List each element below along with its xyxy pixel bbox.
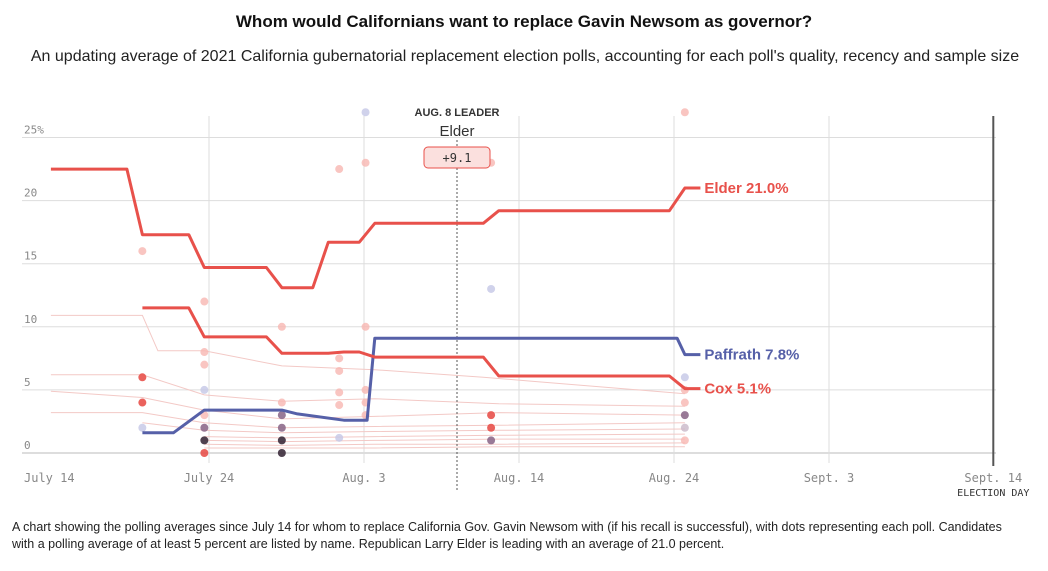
candidate-label-paffrath: Paffrath 7.8% bbox=[704, 347, 799, 364]
leader-marker: AUG. 8 LEADER Elder +9.1 bbox=[415, 107, 500, 492]
poll-dot bbox=[335, 433, 344, 442]
leader-margin-value: +9.1 bbox=[443, 151, 472, 165]
x-tick-label: Sept. 14 bbox=[964, 471, 1022, 485]
y-tick-label: 25% bbox=[24, 124, 44, 137]
x-tick-label: Sept. 3 bbox=[804, 471, 855, 485]
minor-candidate-line bbox=[204, 442, 685, 446]
chart-subtitle: An updating average of 2021 California g… bbox=[30, 48, 1020, 65]
poll-dot bbox=[200, 297, 209, 306]
poll-dot bbox=[680, 373, 689, 382]
poll-dot bbox=[138, 398, 147, 407]
poll-dot bbox=[680, 411, 689, 420]
chart-caption: A chart showing the polling averages sin… bbox=[12, 520, 1002, 551]
poll-dot bbox=[361, 322, 370, 331]
minor-candidate-line bbox=[204, 433, 685, 439]
y-tick-label: 5 bbox=[24, 376, 31, 389]
poll-dot bbox=[487, 411, 496, 420]
leader-margin-box bbox=[423, 146, 491, 169]
poll-dot bbox=[361, 108, 370, 117]
poll-dot bbox=[680, 436, 689, 445]
y-tick-label: 15 bbox=[24, 250, 37, 263]
grid bbox=[22, 116, 996, 466]
poll-dot bbox=[200, 348, 209, 357]
candidate-label-cox: Cox 5.1% bbox=[704, 381, 771, 398]
candidate-line-cox bbox=[142, 306, 701, 391]
poll-dot bbox=[200, 436, 209, 445]
poll-dot bbox=[277, 449, 286, 457]
poll-dot bbox=[335, 354, 344, 363]
candidate-label-elder: Elder 21.0% bbox=[704, 180, 788, 197]
x-tick-label: Aug. 3 bbox=[342, 471, 385, 485]
candidate-line-elder bbox=[50, 167, 701, 290]
minor-candidate-line bbox=[50, 314, 685, 395]
minor-candidate-line bbox=[142, 422, 685, 434]
poll-dot bbox=[277, 322, 286, 331]
poll-dot bbox=[680, 398, 689, 407]
poll-dot bbox=[361, 385, 370, 394]
x-tick-label: Aug. 24 bbox=[649, 471, 700, 485]
x-tick-label: Aug. 14 bbox=[494, 471, 545, 485]
election-day-label: ELECTION DAY bbox=[957, 488, 1029, 499]
x-tick-label: July 24 bbox=[184, 471, 235, 485]
poll-dot bbox=[138, 423, 147, 432]
poll-dot bbox=[277, 423, 286, 432]
y-tick-label: 10 bbox=[24, 313, 37, 326]
poll-dot bbox=[335, 401, 344, 410]
leader-marker-name: Elder bbox=[439, 123, 474, 140]
chart-title: Whom would Californians want to replace … bbox=[235, 12, 813, 31]
poll-dot bbox=[487, 284, 496, 293]
poll-dot bbox=[335, 366, 344, 375]
poll-dot bbox=[361, 158, 370, 167]
poll-dot bbox=[200, 423, 209, 432]
poll-dot bbox=[680, 423, 689, 432]
polling-chart: AUG. 8 LEADER Elder +9.1 Elder 21.0% Paffra… bbox=[22, 107, 1029, 500]
poll-dot bbox=[200, 360, 209, 369]
poll-dot bbox=[335, 165, 344, 174]
poll-dot bbox=[200, 449, 209, 457]
minor-candidate-line bbox=[204, 438, 685, 443]
poll-dots bbox=[138, 108, 689, 457]
poll-dot bbox=[680, 108, 689, 117]
poll-dot bbox=[335, 388, 344, 397]
candidate-line-paffrath bbox=[142, 336, 701, 435]
poll-dot bbox=[487, 423, 496, 432]
poll-dot bbox=[200, 385, 209, 394]
minor-candidate-line bbox=[204, 446, 685, 449]
leader-marker-title: AUG. 8 LEADER bbox=[415, 107, 500, 119]
axis-labels: 0 5 10 15 20 25% July 14 July 24 Aug. 3 Aug. 14 Au… bbox=[24, 124, 1029, 500]
poll-dot bbox=[277, 436, 286, 445]
poll-dot bbox=[138, 373, 147, 382]
poll-dot bbox=[138, 247, 147, 256]
poll-dot bbox=[277, 411, 286, 420]
poll-dot bbox=[487, 436, 496, 445]
x-tick-label: July 14 bbox=[24, 471, 75, 485]
y-tick-label: 0 bbox=[24, 439, 31, 452]
candidate-lines: Elder 21.0% Paffrath 7.8% Cox 5.1% bbox=[50, 167, 799, 435]
y-tick-label: 20 bbox=[24, 187, 37, 200]
poll-dot bbox=[277, 398, 286, 407]
